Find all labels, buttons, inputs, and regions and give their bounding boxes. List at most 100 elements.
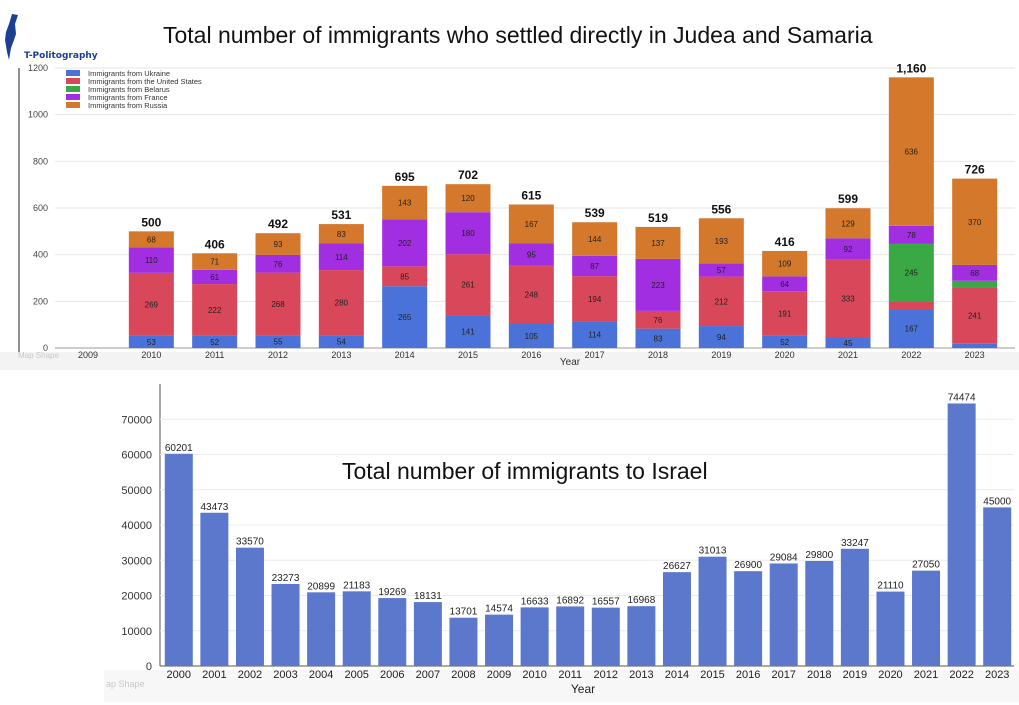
x-tick-label: 2002 — [238, 669, 262, 681]
bar-segment — [698, 276, 744, 327]
segment-data-label: 202 — [398, 239, 412, 248]
segment-data-label: 68 — [970, 269, 979, 278]
x-tick-label: 2018 — [807, 669, 831, 681]
x-tick-label: 2015 — [700, 669, 724, 681]
bar-segment — [192, 253, 238, 270]
bar-segment — [255, 233, 301, 255]
x-tick-label: 2008 — [451, 669, 475, 681]
chart-title-top: Total number of immigrants who settled d… — [163, 22, 873, 48]
segment-data-label: 245 — [905, 269, 919, 278]
bar — [983, 507, 1012, 666]
legend-entry: Immigrants from Russia — [88, 101, 168, 110]
x-tick-label: 2007 — [416, 669, 440, 681]
x-tick-label: 2015 — [458, 350, 478, 360]
bar-segment — [128, 247, 174, 273]
segment-data-label: 45 — [844, 339, 853, 348]
bar-data-label: 19269 — [378, 587, 406, 598]
bar-segment — [508, 243, 554, 266]
segment-data-label: 83 — [337, 230, 346, 239]
x-tick-label: 2023 — [985, 669, 1009, 681]
axis-band — [104, 670, 1019, 702]
x-tick-label: 2023 — [965, 350, 985, 360]
israel-map-icon — [5, 14, 18, 60]
bar-segment — [762, 291, 808, 336]
y-tick-label: 1200 — [28, 63, 48, 73]
x-tick-label: 2018 — [648, 350, 668, 360]
segment-data-label: 280 — [335, 299, 349, 308]
bar — [662, 572, 691, 666]
segment-data-label: 137 — [651, 239, 665, 248]
bar-segment — [192, 269, 238, 285]
bar-data-label: 16557 — [592, 597, 620, 608]
bar — [520, 607, 549, 666]
segment-data-label: 180 — [461, 229, 475, 238]
x-tick-label: 2006 — [380, 669, 404, 681]
total-data-label: 599 — [838, 192, 858, 206]
bar-segment — [318, 224, 364, 244]
bar-segment — [888, 77, 934, 226]
bar — [840, 548, 869, 666]
bar — [164, 453, 193, 666]
x-tick-label: 2010 — [522, 669, 546, 681]
bar-segment — [445, 184, 491, 213]
segment-data-label: 87 — [590, 262, 599, 271]
legend-swatch — [66, 78, 80, 84]
segment-data-label: 141 — [461, 328, 475, 337]
segment-data-label: 78 — [907, 231, 916, 240]
segment-data-label: 333 — [841, 295, 855, 304]
bar-data-label: 18131 — [414, 591, 442, 602]
bar — [200, 512, 229, 666]
segment-data-label: 193 — [715, 237, 729, 246]
bar — [876, 591, 905, 666]
bar-segment — [888, 301, 934, 310]
segment-data-label: 85 — [400, 272, 409, 281]
legend-entry: Immigrants from Ukraine — [88, 69, 170, 78]
bar-data-label: 29800 — [805, 550, 833, 561]
x-tick-label: 2001 — [202, 669, 226, 681]
segment-data-label: 241 — [968, 312, 982, 321]
bar-segment — [635, 328, 681, 348]
x-tick-label: 2017 — [585, 350, 605, 360]
segment-data-label: 110 — [145, 256, 158, 265]
brand-logo: T-Politography — [2, 12, 122, 62]
x-tick-label: 2003 — [273, 669, 297, 681]
segment-data-label: 129 — [841, 219, 855, 228]
bar-segment — [888, 309, 934, 348]
segment-data-label: 269 — [145, 300, 159, 309]
x-tick-label: 2014 — [665, 669, 689, 681]
total-data-label: 1,160 — [896, 62, 926, 75]
segment-data-label: 55 — [274, 338, 283, 347]
bar-segment — [825, 238, 871, 260]
bar-segment — [192, 335, 238, 348]
bar-data-label: 20899 — [307, 581, 335, 592]
y-tick-label: 60000 — [121, 450, 152, 462]
x-tick-label: 2009 — [78, 350, 98, 360]
bar-data-label: 74474 — [948, 392, 976, 403]
x-tick-label: 2013 — [629, 669, 653, 681]
bar-segment — [572, 276, 618, 322]
faint-map-shape-label: Map Shape — [18, 351, 59, 360]
segment-data-label: 114 — [335, 253, 348, 262]
segment-data-label: 265 — [398, 313, 412, 322]
bar-data-label: 21110 — [877, 581, 904, 592]
segment-data-label: 144 — [588, 235, 602, 244]
total-data-label: 531 — [331, 208, 351, 222]
bar — [413, 602, 442, 666]
y-tick-label: 600 — [33, 203, 48, 213]
bar-segment — [952, 280, 998, 288]
bar-segment — [382, 266, 428, 287]
bar-segment — [825, 208, 871, 239]
bar-segment — [318, 243, 364, 271]
x-tick-label: 2022 — [949, 669, 973, 681]
bar-data-label: 43473 — [200, 502, 228, 513]
legend-swatch — [66, 94, 80, 100]
bar-segment — [888, 225, 934, 244]
segment-data-label: 143 — [398, 199, 412, 208]
bar — [627, 606, 656, 666]
bar-data-label: 14574 — [485, 604, 513, 615]
segment-data-label: 92 — [844, 245, 853, 254]
segment-data-label: 194 — [588, 295, 602, 304]
segment-data-label: 212 — [715, 297, 729, 306]
segment-data-label: 53 — [147, 338, 156, 347]
bar-segment — [128, 272, 174, 336]
